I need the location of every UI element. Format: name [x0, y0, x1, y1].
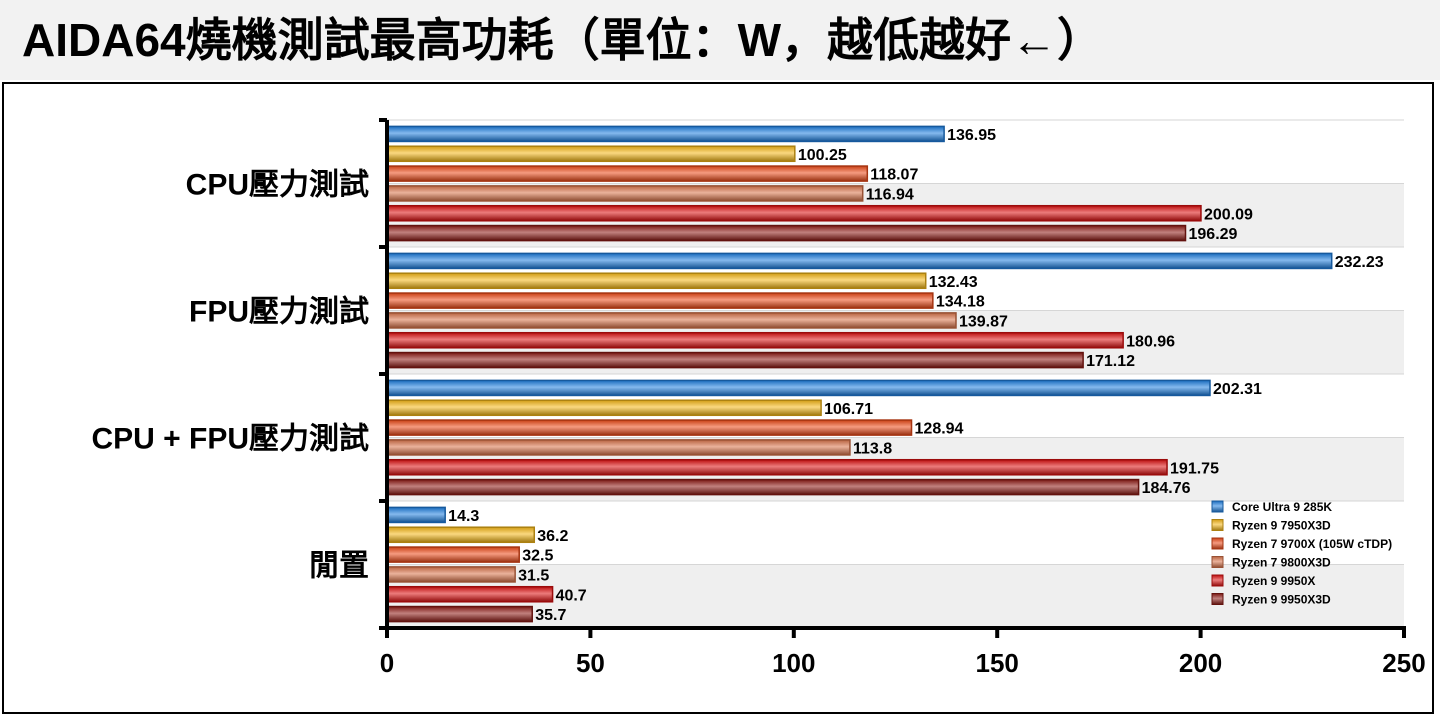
- value-label-2-0: 118.07: [870, 167, 918, 184]
- legend-swatch-2: [1211, 537, 1224, 550]
- value-label-2-3: 32.5: [522, 548, 553, 565]
- category-label-0: CPU壓力測試: [186, 168, 369, 202]
- legend-swatch-0: [1211, 500, 1224, 513]
- chart-frame: 136.95 232.23 202.31 14.3 100.25 132.43 106.71…: [2, 82, 1434, 714]
- bar-4-1: [386, 331, 1124, 349]
- value-label-5-0: 196.29: [1189, 226, 1238, 243]
- bar-5-1: [386, 351, 1084, 369]
- value-label-4-3: 40.7: [556, 587, 587, 604]
- bar-2-1: [386, 292, 934, 309]
- legend-label-1: Ryzen 9 7950X3D: [1232, 519, 1331, 533]
- legend-label-0: Core Ultra 9 285K: [1232, 500, 1332, 514]
- bar-4-2: [386, 458, 1168, 476]
- bar-4-3: [386, 585, 554, 603]
- bar-3-1: [386, 312, 957, 329]
- value-label-5-2: 184.76: [1142, 480, 1191, 497]
- bar-1-1: [386, 272, 927, 290]
- legend-swatch-1: [1211, 519, 1224, 531]
- x-tick-label-5: 250: [1382, 648, 1425, 678]
- x-tick-label-4: 200: [1179, 648, 1222, 678]
- category-label-3: 閒置: [309, 550, 369, 583]
- value-label-4-2: 191.75: [1170, 460, 1219, 477]
- bar-2-2: [386, 419, 913, 436]
- bar-1-3: [386, 526, 536, 544]
- bar-3-2: [386, 439, 851, 456]
- bar-1-2: [386, 399, 822, 417]
- bar-4-0: [386, 204, 1202, 222]
- value-label-3-2: 113.8: [853, 440, 892, 457]
- bar-chart: 136.95 232.23 202.31 14.3 100.25 132.43 106.71…: [91, 118, 1426, 678]
- value-label-0-3: 14.3: [448, 508, 479, 525]
- value-label-0-1: 232.23: [1335, 254, 1384, 271]
- labels: 136.95 232.23 202.31 14.3 100.25 132.43 106.71…: [91, 127, 1425, 678]
- bar-2-3: [386, 546, 520, 563]
- x-tick-label-3: 150: [976, 648, 1019, 678]
- legend: Core Ultra 9 285K Ryzen 9 7950X3D Ryzen 7 …: [1211, 500, 1392, 607]
- bar-0-2: [386, 379, 1211, 397]
- legend-label-3: Ryzen 7 9800X3D: [1232, 556, 1331, 570]
- bar-0-0: [386, 125, 945, 143]
- value-label-4-0: 200.09: [1204, 206, 1253, 223]
- bar-0-3: [386, 506, 446, 524]
- legend-label-4: Ryzen 9 9950X: [1232, 574, 1315, 588]
- category-label-2: CPU + FPU壓力測試: [91, 422, 369, 456]
- value-label-2-2: 128.94: [915, 421, 964, 438]
- bar-3-3: [386, 566, 516, 583]
- legend-swatch-3: [1211, 556, 1224, 568]
- category-band-shade: [387, 564, 1404, 628]
- bar-2-0: [386, 165, 869, 182]
- x-tick-label-0: 0: [380, 648, 394, 678]
- bar-3-0: [386, 185, 864, 202]
- bar-5-2: [386, 478, 1140, 496]
- axes: [379, 118, 1406, 638]
- category-label-1: FPU壓力測試: [189, 295, 369, 329]
- x-tick-label-1: 50: [576, 648, 605, 678]
- legend-swatch-5: [1211, 593, 1224, 605]
- x-tick-label-2: 100: [772, 648, 815, 678]
- bar-0-1: [386, 252, 1333, 270]
- value-label-3-1: 139.87: [959, 313, 1008, 330]
- bar-series: [386, 125, 1333, 623]
- chart-title: AIDA64燒機測試最高功耗（單位：W，越低越好←）: [22, 14, 1104, 66]
- value-label-2-1: 134.18: [936, 294, 985, 311]
- value-label-1-1: 132.43: [929, 274, 978, 291]
- value-label-0-2: 202.31: [1213, 381, 1262, 398]
- legend-label-2: Ryzen 7 9700X (105W cTDP): [1232, 537, 1392, 551]
- title-bar: AIDA64燒機測試最高功耗（單位：W，越低越好←）: [0, 0, 1440, 80]
- value-label-1-2: 106.71: [824, 401, 873, 418]
- value-label-5-3: 35.7: [535, 607, 566, 624]
- value-label-5-1: 171.12: [1086, 353, 1135, 370]
- value-label-1-3: 36.2: [537, 528, 568, 545]
- value-label-0-0: 136.95: [947, 127, 996, 144]
- bar-5-3: [386, 605, 533, 623]
- legend-label-5: Ryzen 9 9950X3D: [1232, 593, 1331, 607]
- value-label-3-0: 116.94: [866, 186, 914, 203]
- legend-swatch-4: [1211, 574, 1224, 587]
- value-label-1-0: 100.25: [798, 147, 847, 164]
- bar-5-0: [386, 224, 1187, 242]
- value-label-4-1: 180.96: [1126, 333, 1175, 350]
- value-label-3-3: 31.5: [518, 567, 549, 584]
- bar-1-0: [386, 145, 796, 163]
